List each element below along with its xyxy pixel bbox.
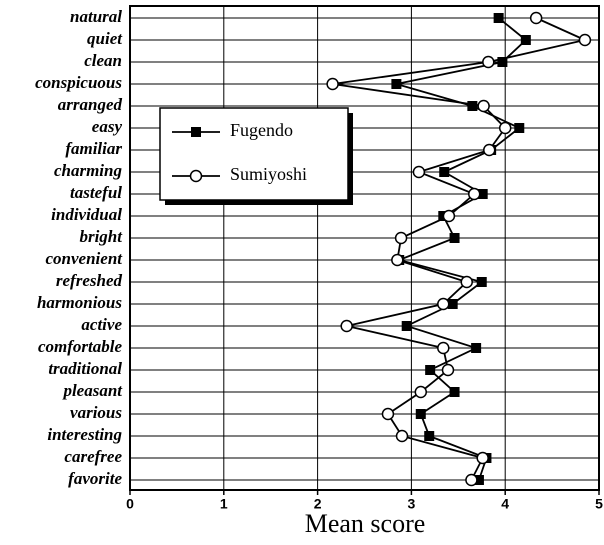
marker [340, 319, 353, 333]
marker [467, 101, 478, 111]
y-tick-label: bright [79, 227, 123, 246]
marker [476, 451, 489, 465]
marker [498, 121, 512, 135]
y-tick-label: refreshed [56, 271, 123, 290]
marker [412, 165, 426, 179]
marker [189, 169, 203, 183]
marker [425, 365, 436, 375]
marker [447, 299, 458, 309]
y-tick-label: traditional [48, 359, 122, 378]
y-tick-label: pleasant [61, 381, 123, 400]
marker [439, 167, 450, 177]
marker [465, 473, 478, 487]
marker [471, 343, 482, 353]
marker [514, 123, 525, 133]
marker [493, 13, 504, 23]
y-tick-label: various [70, 403, 122, 422]
marker [477, 99, 490, 113]
marker [520, 35, 531, 45]
plot-frame [129, 5, 600, 491]
y-tick-label: familiar [65, 139, 122, 158]
marker [191, 127, 201, 137]
marker [482, 55, 495, 69]
y-tick-label: conspicuous [35, 73, 122, 92]
marker [437, 297, 450, 311]
marker [449, 233, 460, 243]
y-tick-label: carefree [64, 447, 122, 466]
marker [414, 385, 428, 399]
marker [449, 387, 460, 397]
marker [441, 363, 455, 377]
marker [394, 231, 408, 245]
marker [415, 409, 426, 419]
y-tick-label: quiet [87, 29, 123, 48]
x-axis-label: Mean score [305, 509, 426, 538]
x-tick-label: 2 [314, 496, 322, 512]
marker [391, 253, 404, 267]
marker [442, 209, 456, 223]
marker [460, 275, 473, 289]
y-tick-label: convenient [46, 249, 124, 268]
marker [437, 341, 450, 355]
marker [529, 11, 543, 25]
marker [483, 143, 496, 157]
y-tick-label: comfortable [38, 337, 122, 356]
series-line [396, 17, 528, 481]
marker [391, 79, 402, 89]
y-tick-label: tasteful [70, 183, 122, 202]
marker [395, 429, 409, 443]
marker [477, 189, 488, 199]
series-line [332, 17, 588, 481]
y-tick-label: favorite [68, 469, 122, 488]
x-tick-label: 0 [126, 496, 134, 512]
y-tick-label: arranged [58, 95, 123, 114]
x-tick-label: 5 [595, 496, 603, 512]
marker [578, 33, 592, 47]
marker [424, 431, 435, 441]
x-tick-label: 1 [220, 496, 228, 512]
y-tick-label: easy [92, 117, 123, 136]
x-tick-label: 4 [501, 496, 509, 512]
y-tick-label: interesting [47, 425, 122, 444]
legend-label: Sumiyoshi [230, 164, 307, 184]
x-tick-label: 3 [408, 496, 416, 512]
legend-label: Fugendo [230, 120, 293, 140]
marker [476, 277, 487, 287]
legend [159, 107, 349, 201]
marker [401, 321, 412, 331]
y-tick-label: clean [84, 51, 122, 70]
y-tick-label: harmonious [37, 293, 122, 312]
marker [326, 77, 339, 91]
marker [473, 475, 484, 485]
marker [497, 57, 508, 67]
y-tick-label: individual [51, 205, 122, 224]
marker [467, 187, 481, 201]
y-tick-label: charming [54, 161, 123, 180]
marker [381, 407, 395, 421]
y-tick-label: active [81, 315, 122, 334]
y-tick-label: natural [70, 7, 122, 26]
